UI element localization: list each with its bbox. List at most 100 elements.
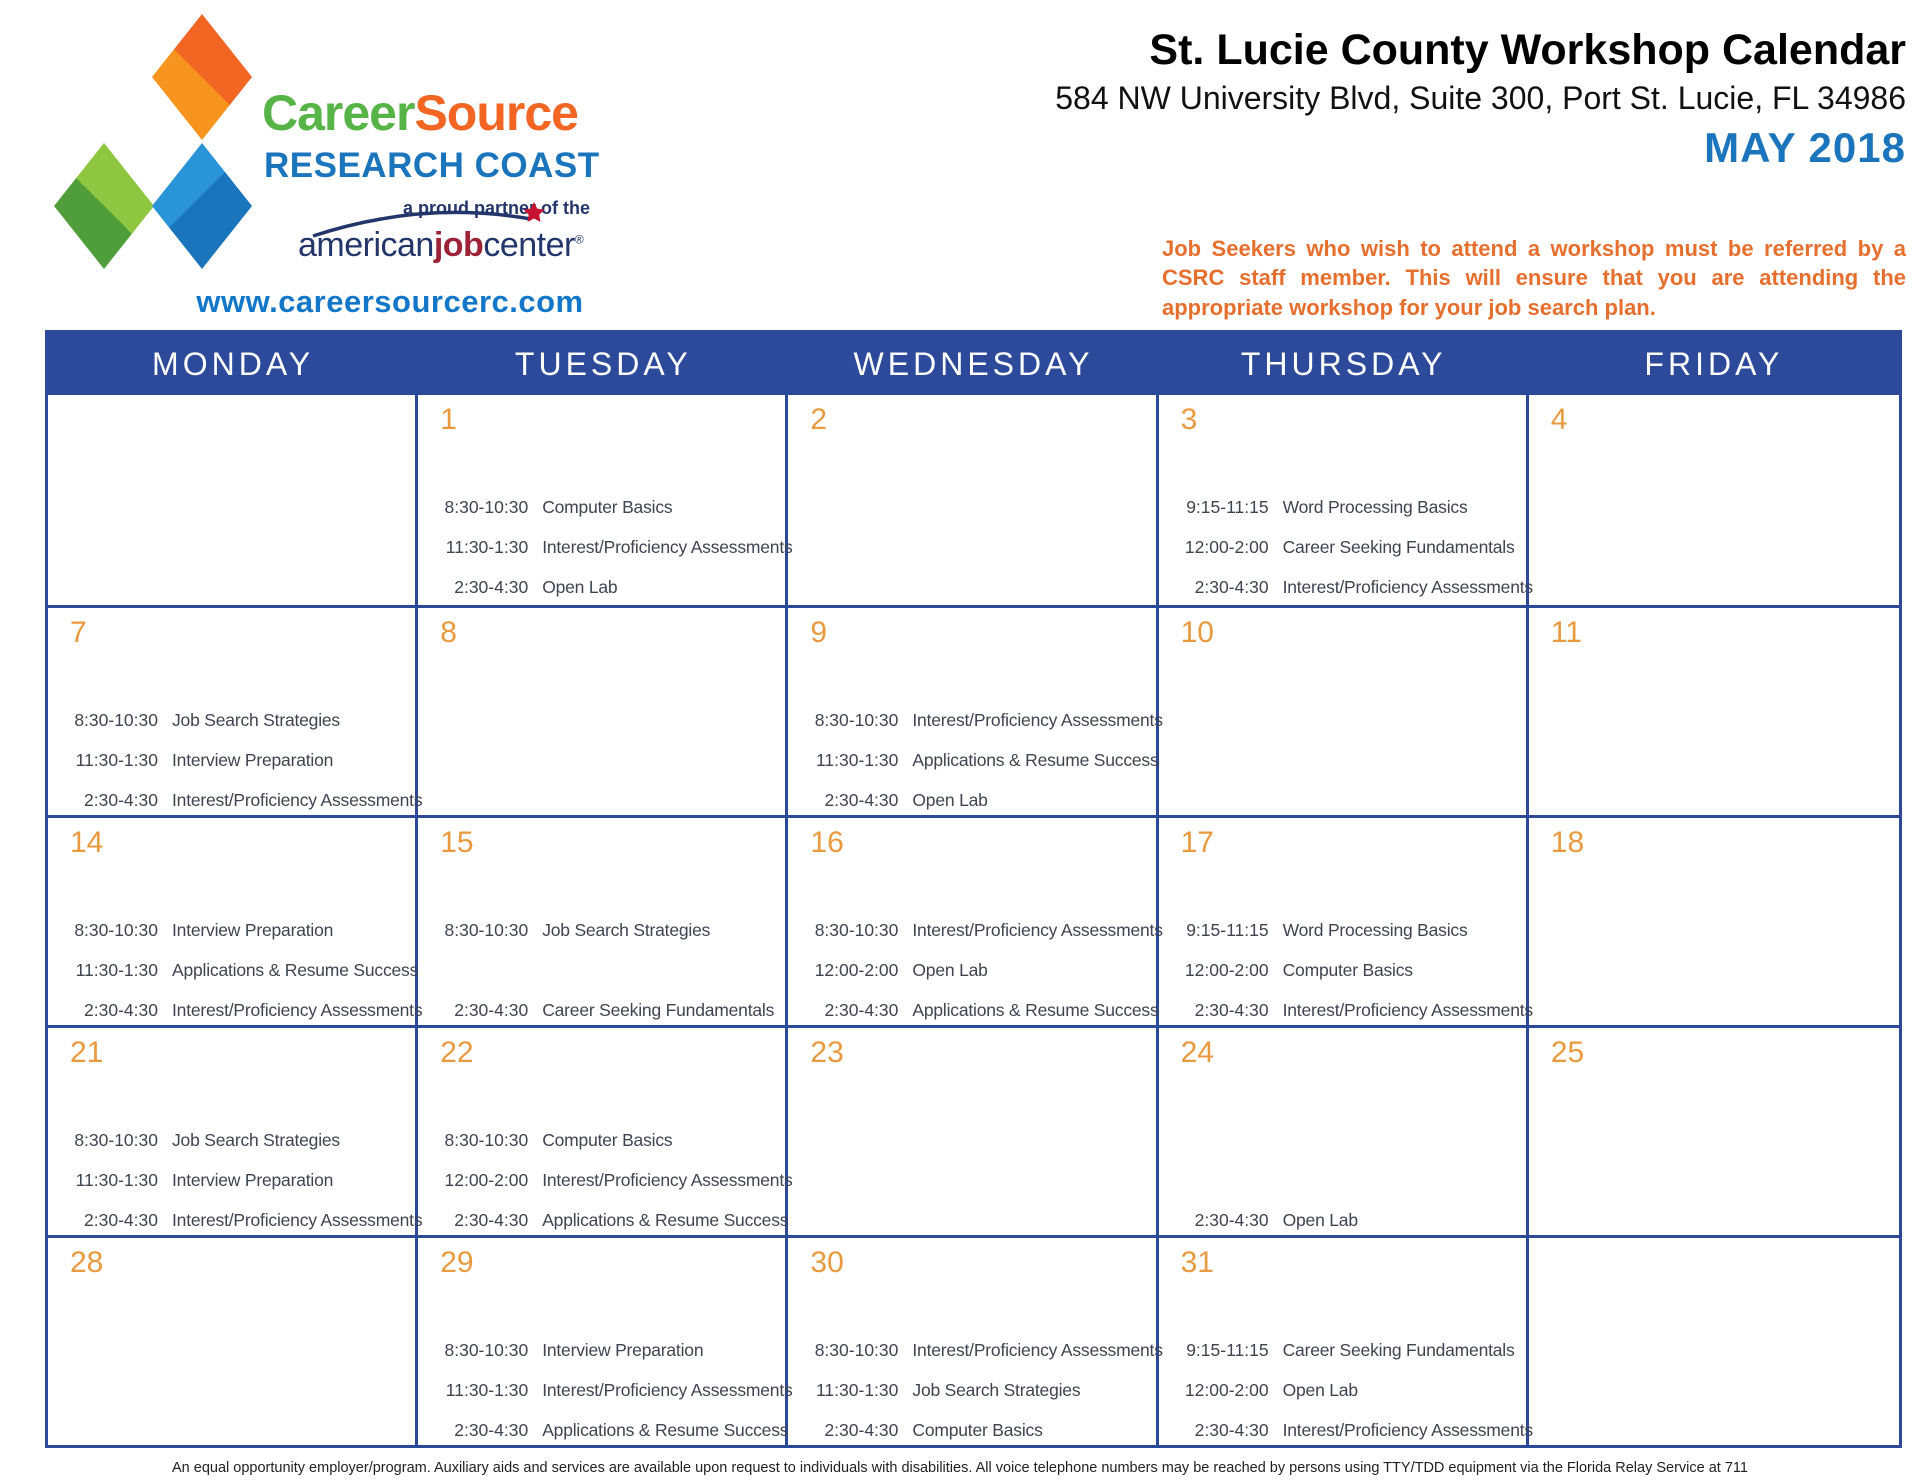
- title-block: St. Lucie County Workshop Calendar 584 N…: [1055, 26, 1906, 172]
- workshop-event: 11:30-1:30 Interview Preparation: [58, 740, 413, 780]
- event-time: 2:30-4:30: [84, 1209, 158, 1230]
- day-cell-empty: [48, 395, 419, 607]
- day-number: 4: [1550, 403, 1568, 436]
- events-list: 8:30-10:30 Interest/Proficiency Assessmen…: [798, 910, 1163, 1030]
- event-time: 8:30-10:30: [814, 919, 899, 940]
- event-time: 8:30-10:30: [814, 709, 899, 730]
- event-title: Interest/Proficiency Assessments: [912, 919, 1163, 940]
- event-time: 2:30-4:30: [824, 789, 899, 810]
- day-number: 17: [1180, 826, 1214, 859]
- workshop-event: 9:15-11:15 Word Processing Basics: [1169, 487, 1524, 527]
- day-cell-22: 22 8:30-10:30 Computer Basics 12:00-2:00 Int…: [418, 1025, 793, 1235]
- events-list: [1169, 700, 1524, 820]
- event-title: Computer Basics: [542, 1129, 673, 1150]
- empty-event-slot: [58, 487, 413, 527]
- event-time: 2:30-4:30: [1194, 999, 1269, 1020]
- event-title: Interest/Proficiency Assessments: [912, 1339, 1163, 1360]
- events-list: 9:15-11:15 Career Seeking Fundamentals 12:…: [1169, 1330, 1533, 1450]
- day-number: 21: [70, 1036, 104, 1069]
- day-cell-30: 30 8:30-10:30 Interest/Proficiency Assessm…: [788, 1235, 1163, 1445]
- day-number: 9: [810, 616, 828, 649]
- empty-event-slot: [798, 487, 1153, 527]
- empty-event-slot: [1539, 990, 1897, 1030]
- event-title: Computer Basics: [912, 1419, 1043, 1440]
- event-time: 11:30-1:30: [816, 749, 899, 770]
- day-cell-29: 29 8:30-10:30 Interview Preparation 11:30-1…: [418, 1235, 793, 1445]
- empty-event-slot: [1539, 527, 1897, 567]
- day-number: 8: [440, 616, 457, 649]
- events-list: [1539, 1120, 1897, 1240]
- event-title: Applications & Resume Success: [542, 1209, 789, 1230]
- event-title: Interview Preparation: [172, 749, 334, 770]
- events-list: [798, 1120, 1153, 1240]
- event-title: Open Lab: [912, 959, 988, 980]
- day-cell-17: 17 9:15-11:15 Word Processing Basics 12:00-…: [1158, 815, 1533, 1025]
- empty-event-slot: [1169, 740, 1524, 780]
- event-title: Career Seeking Fundamentals: [1282, 1339, 1515, 1360]
- empty-event-slot: [1169, 1160, 1524, 1200]
- event-time: 9:15-11:15: [1186, 496, 1269, 517]
- workshop-event: 8:30-10:30 Interview Preparation: [58, 910, 413, 950]
- calendar-body: 1 8:30-10:30 Computer Basics 11:30-1:30 Inte…: [48, 395, 1899, 1445]
- empty-event-slot: [1539, 1200, 1897, 1240]
- workshop-event: 2:30-4:30 Applications & Resume Success: [428, 1200, 788, 1240]
- event-title: Applications & Resume Success: [912, 749, 1159, 770]
- empty-event-slot: [1539, 780, 1897, 820]
- day-cell-11: 11: [1528, 605, 1899, 815]
- day-number: 30: [810, 1246, 844, 1279]
- day-number: 29: [440, 1246, 474, 1279]
- event-title: Open Lab: [542, 576, 618, 597]
- event-time: 11:30-1:30: [75, 1169, 158, 1190]
- page-title: St. Lucie County Workshop Calendar: [1149, 26, 1906, 74]
- workshop-event: 8:30-10:30 Job Search Strategies: [58, 1120, 413, 1160]
- events-list: 8:30-10:30 Interest/Proficiency Assessmen…: [798, 1330, 1163, 1450]
- events-list: [1539, 487, 1897, 607]
- day-cell-15: 15 8:30-10:30 Job Search Strategies 2:30-4:…: [418, 815, 789, 1025]
- event-time: 12:00-2:00: [444, 1169, 529, 1190]
- event-title: Interview Preparation: [542, 1339, 704, 1360]
- day-cell-25: 25: [1528, 1025, 1899, 1235]
- empty-event-slot: [58, 527, 413, 567]
- workshop-event: 11:30-1:30 Interview Preparation: [58, 1160, 413, 1200]
- day-number: 7: [70, 616, 87, 649]
- day-cell-1: 1 8:30-10:30 Computer Basics 11:30-1:30 Inte…: [418, 395, 793, 607]
- event-time: 8:30-10:30: [74, 709, 158, 730]
- event-title: Open Lab: [1282, 1209, 1358, 1230]
- day-number: 31: [1180, 1246, 1214, 1279]
- day-number: 15: [440, 826, 474, 859]
- event-title: Word Processing Basics: [1282, 919, 1468, 940]
- website-link[interactable]: www.careersourcerc.com: [196, 284, 584, 319]
- event-title: Applications & Resume Success: [912, 999, 1159, 1020]
- event-time: 2:30-4:30: [84, 789, 158, 810]
- event-title: Interest/Proficiency Assessments: [1282, 576, 1534, 597]
- event-time: 11:30-1:30: [445, 1379, 529, 1400]
- day-cell-3: 3 9:15-11:15 Word Processing Basics 12:00-2…: [1159, 395, 1534, 607]
- workshop-event: 2:30-4:30 Open Lab: [1169, 1200, 1524, 1240]
- events-list: 8:30-10:30 Interest/Proficiency Assessmen…: [798, 700, 1163, 820]
- events-list: [1539, 1330, 1897, 1450]
- empty-event-slot: [58, 1370, 413, 1410]
- empty-event-slot: [1539, 740, 1897, 780]
- event-time: 9:15-11:15: [1186, 1339, 1269, 1360]
- day-number: 23: [810, 1036, 844, 1069]
- day-number: 11: [1550, 616, 1582, 649]
- empty-event-slot: [58, 567, 413, 607]
- day-number: 24: [1180, 1036, 1214, 1069]
- day-number: 14: [70, 826, 104, 859]
- logo-diamond-orange-icon: [152, 14, 252, 140]
- empty-event-slot: [1539, 487, 1897, 527]
- workshop-event: 12:00-2:00 Open Lab: [798, 950, 1153, 990]
- workshop-event: 11:30-1:30 Job Search Strategies: [798, 1370, 1153, 1410]
- workshop-event: 2:30-4:30 Interest/Proficiency Assessment…: [1169, 567, 1534, 607]
- workshop-event: 2:30-4:30 Interest/Proficiency Assessment…: [58, 990, 423, 1030]
- events-list: 8:30-10:30 Computer Basics 11:30-1:30 Inter…: [428, 487, 793, 607]
- empty-event-slot: [1169, 700, 1524, 740]
- ajc-american-text: american: [298, 226, 434, 264]
- registered-mark: ®: [574, 232, 584, 247]
- empty-event-slot: [58, 1410, 413, 1450]
- workshop-event: 8:30-10:30 Job Search Strategies: [428, 910, 783, 950]
- event-time: 8:30-10:30: [814, 1339, 899, 1360]
- referral-notice: Job Seekers who wish to attend a worksho…: [1162, 236, 1906, 320]
- event-time: 12:00-2:00: [814, 959, 899, 980]
